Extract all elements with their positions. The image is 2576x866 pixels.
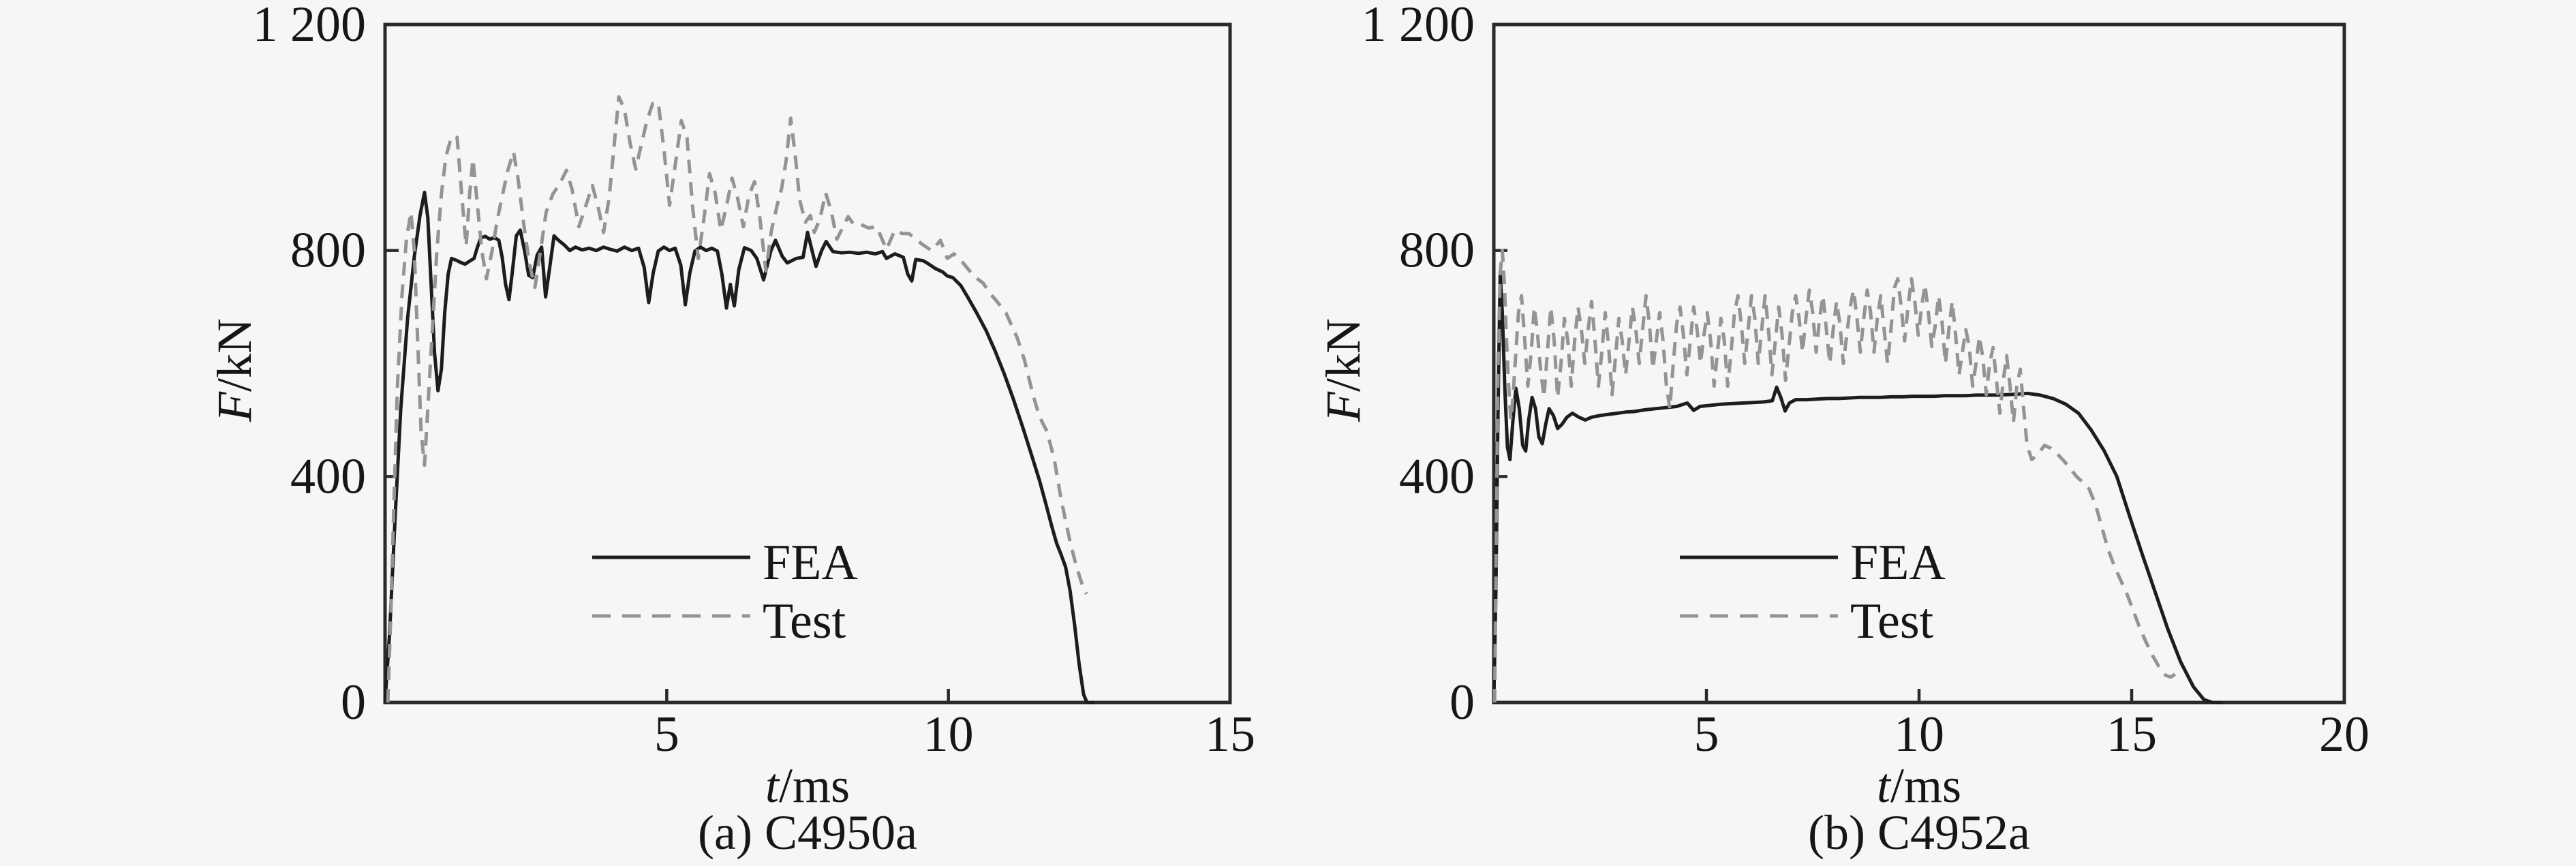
legend-label-fea-b: FEA	[1850, 535, 1946, 591]
x-tick-label: 15	[2106, 707, 2157, 762]
x-tick-label: 15	[1205, 707, 1255, 762]
series-fea-line	[1492, 271, 2224, 705]
y-axis-unit-a: /kN	[207, 318, 262, 392]
panel-caption-a: (a) C4950a	[698, 805, 917, 860]
y-axis-label-a: F/kN	[207, 318, 262, 422]
series-test-line	[386, 95, 1088, 703]
y-tick-label: 800	[1399, 223, 1475, 279]
y-tick-label: 1 200	[253, 0, 367, 52]
legend-label-test-b: Test	[1850, 593, 1934, 649]
x-axis-unit-b: /ms	[1890, 758, 1961, 813]
y-tick-label: 0	[341, 675, 366, 730]
x-tick-label: 20	[2319, 707, 2370, 762]
series-fea-line	[383, 190, 1095, 705]
y-axis-variable-a: F	[207, 391, 262, 422]
y-tick-label: 800	[290, 223, 366, 279]
x-axis-variable-a: t	[765, 758, 780, 813]
y-tick-label: 400	[290, 448, 366, 504]
panel-caption-b: (b) C4952a	[1808, 805, 2030, 860]
panel-b-plot-area: 5 10 15 20 0 400 800 1 200	[1362, 0, 2370, 762]
series-test-line	[1492, 249, 2177, 703]
legend-label-test-a: Test	[763, 593, 846, 649]
x-tick-label: 10	[923, 707, 974, 762]
x-axis-label-b: t/ms	[1877, 758, 1961, 813]
x-tick-label: 5	[1694, 707, 1719, 762]
y-tick-label: 1 200	[1362, 0, 1475, 52]
y-tick-label: 0	[1450, 675, 1475, 730]
x-axis-variable-b: t	[1877, 758, 1892, 813]
y-axis-variable-b: F	[1316, 391, 1370, 422]
x-axis-label-a: t/ms	[765, 758, 850, 813]
axes-frame	[383, 22, 1232, 705]
x-axis-unit-a: /ms	[779, 758, 850, 813]
panel-a-plot-area: 5 10 15 0 400 800 1 200	[253, 0, 1256, 762]
y-axis-unit-b: /kN	[1316, 318, 1370, 392]
x-tick-label: 10	[1894, 707, 1944, 762]
y-tick-label: 400	[1399, 448, 1475, 504]
legend-label-fea-a: FEA	[763, 535, 858, 591]
y-axis-label-b: F/kN	[1316, 318, 1370, 422]
x-tick-label: 5	[654, 707, 679, 762]
